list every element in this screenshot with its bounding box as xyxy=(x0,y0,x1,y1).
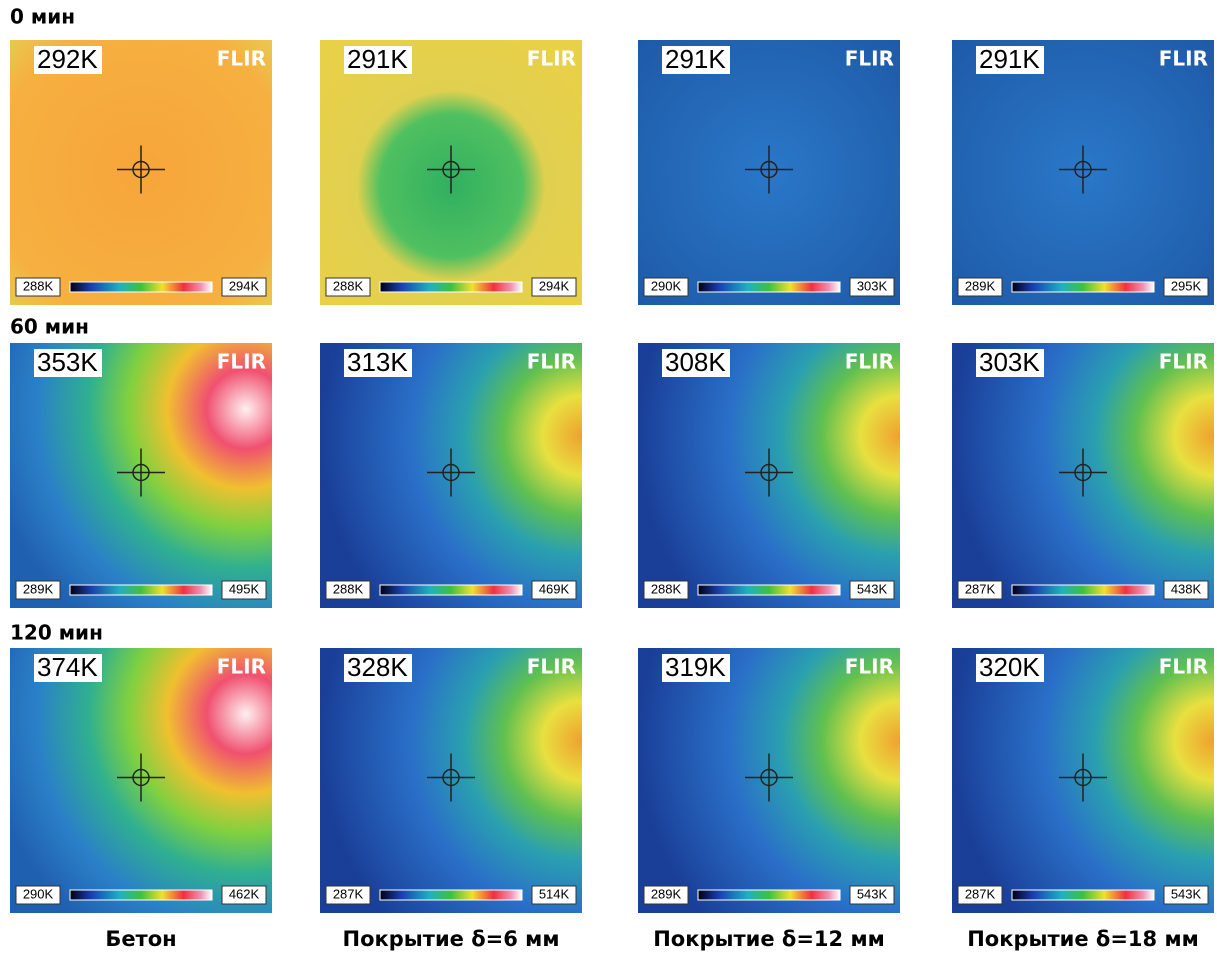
scale-max: 543K xyxy=(857,581,888,596)
spot-temp: 291K xyxy=(979,44,1040,74)
scale-min: 287K xyxy=(333,886,364,901)
logo: FLIR xyxy=(527,350,576,374)
scale-min: 288K xyxy=(333,581,364,596)
thermal-image: 374K FLIR 290K 462K xyxy=(10,648,272,913)
logo: FLIR xyxy=(845,655,894,679)
spot-temp: 291K xyxy=(665,44,726,74)
row-label: 60 мин xyxy=(10,315,89,339)
logo: FLIR xyxy=(217,655,266,679)
scale-max: 543K xyxy=(1171,886,1202,901)
scale-max: 294K xyxy=(229,278,260,293)
scale-min: 290K xyxy=(651,278,682,293)
scale-max: 543K xyxy=(857,886,888,901)
palette xyxy=(1012,890,1154,900)
palette xyxy=(698,282,840,292)
logo: FLIR xyxy=(1159,655,1208,679)
spot-temp: 328K xyxy=(347,652,408,682)
logo: FLIR xyxy=(845,47,894,71)
thermal-image: 291K FLIR 289K 295K xyxy=(952,40,1214,305)
palette xyxy=(698,890,840,900)
thermal-image: 292K FLIR 288K 294K xyxy=(10,40,272,305)
spot-temp: 291K xyxy=(347,44,408,74)
logo: FLIR xyxy=(217,350,266,374)
thermal-image: 291K FLIR 290K 303K xyxy=(638,40,900,305)
spot-temp: 303K xyxy=(979,347,1040,377)
scale-max: 303K xyxy=(857,278,888,293)
column-label: Покрытие δ=12 мм xyxy=(653,927,885,951)
palette xyxy=(70,282,212,292)
thermal-image: 291K FLIR 288K 294K xyxy=(320,40,582,305)
palette xyxy=(70,585,212,595)
logo: FLIR xyxy=(1159,47,1208,71)
scale-max: 462K xyxy=(229,886,260,901)
thermal-image: 313K FLIR 288K 469K xyxy=(320,343,582,608)
palette xyxy=(1012,585,1154,595)
palette xyxy=(380,282,522,292)
palette xyxy=(1012,282,1154,292)
spot-temp: 320K xyxy=(979,652,1040,682)
scale-min: 289K xyxy=(23,581,54,596)
logo: FLIR xyxy=(527,655,576,679)
scale-max: 514K xyxy=(539,886,570,901)
column-label: Бетон xyxy=(105,927,176,951)
spot-temp: 292K xyxy=(37,44,98,74)
scale-max: 469K xyxy=(539,581,570,596)
logo: FLIR xyxy=(527,47,576,71)
column-label: Покрытие δ=18 мм xyxy=(967,927,1199,951)
thermal-image: 353K FLIR 289K 495K xyxy=(10,343,272,608)
row-label: 120 мин xyxy=(10,621,103,645)
scale-min: 288K xyxy=(651,581,682,596)
thermal-image: 328K FLIR 287K 514K xyxy=(320,648,582,913)
row-label: 0 мин xyxy=(10,5,75,29)
scale-max: 438K xyxy=(1171,581,1202,596)
spot-temp: 308K xyxy=(665,347,726,377)
palette xyxy=(380,890,522,900)
palette xyxy=(70,890,212,900)
scale-min: 288K xyxy=(333,278,364,293)
scale-max: 295K xyxy=(1171,278,1202,293)
scale-max: 294K xyxy=(539,278,570,293)
scale-min: 289K xyxy=(651,886,682,901)
figure: 0 мин292KFLIR288K294K291KFLIR288K294K291… xyxy=(0,0,1217,957)
spot-temp: 313K xyxy=(347,347,408,377)
thermal-image: 319K FLIR 289K 543K xyxy=(638,648,900,913)
spot-temp: 374K xyxy=(37,652,98,682)
logo: FLIR xyxy=(217,47,266,71)
thermal-image: 308K FLIR 288K 543K xyxy=(638,343,900,608)
palette xyxy=(380,585,522,595)
spot-temp: 353K xyxy=(37,347,98,377)
logo: FLIR xyxy=(1159,350,1208,374)
scale-max: 495K xyxy=(229,581,260,596)
thermal-image: 303K FLIR 287K 438K xyxy=(952,343,1214,608)
column-label: Покрытие δ=6 мм xyxy=(343,927,560,951)
scale-min: 290K xyxy=(23,886,54,901)
scale-min: 287K xyxy=(965,886,996,901)
spot-temp: 319K xyxy=(665,652,726,682)
scale-min: 287K xyxy=(965,581,996,596)
scale-min: 288K xyxy=(23,278,54,293)
palette xyxy=(698,585,840,595)
logo: FLIR xyxy=(845,350,894,374)
scale-min: 289K xyxy=(965,278,996,293)
thermal-image: 320K FLIR 287K 543K xyxy=(952,648,1214,913)
